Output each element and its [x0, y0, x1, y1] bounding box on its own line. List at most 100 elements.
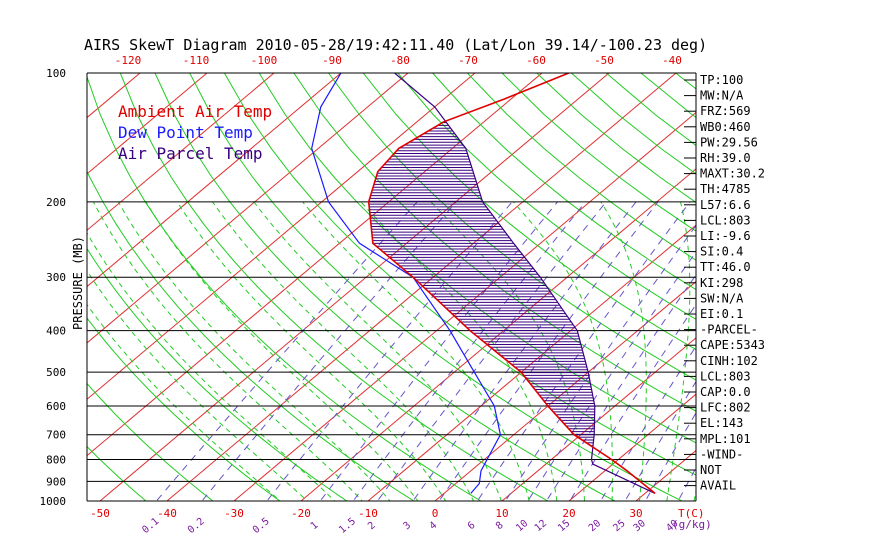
- index-value: -PARCEL-: [700, 323, 758, 337]
- moist-adiabat-line: [87, 232, 336, 501]
- bottom-temp-tick-label: -20: [291, 507, 311, 520]
- bottom-temp-tick-label: 0: [432, 507, 439, 520]
- mixing-ratio-line: [527, 251, 696, 501]
- moist-adiabat-line: [666, 201, 691, 501]
- isotherm-line: [367, 224, 696, 501]
- mixing-ratio-label: 4: [428, 520, 440, 532]
- index-value: EI:0.1: [700, 307, 743, 321]
- isotherm-line: [568, 393, 696, 501]
- mixing-ratio-line: [266, 201, 513, 501]
- dewpoint-line: [311, 73, 502, 494]
- dry-adiabat-line: [397, 73, 696, 320]
- isotherm-line: [87, 73, 476, 400]
- index-value: LFC:802: [700, 401, 751, 415]
- pressure-tick-label: 400: [46, 325, 66, 338]
- ambient-temp-line: [367, 73, 656, 495]
- isotherm-line: [87, 73, 342, 288]
- index-value: TH:4785: [700, 182, 751, 196]
- pressure-tick-label: 200: [46, 196, 66, 209]
- dry-adiabat-line: [87, 170, 415, 501]
- pressure-tick-label: 100: [46, 67, 66, 80]
- moist-adiabat-line: [360, 201, 558, 501]
- index-value: LCL:803: [700, 369, 751, 383]
- isotherm-line: [300, 168, 696, 501]
- mixing-ratio-line: [569, 303, 696, 501]
- isotherm-line: [87, 73, 409, 344]
- mixing-ratio-line: [376, 201, 607, 501]
- mixing-ratio-label: 1: [309, 520, 321, 532]
- bottom-temp-tick-label: 10: [495, 507, 508, 520]
- mixing-ratio-label: 6: [466, 520, 478, 532]
- mixing-ratio-line: [155, 201, 418, 501]
- pressure-tick-label: 900: [46, 475, 66, 488]
- legend-item: Air Parcel Temp: [118, 144, 263, 163]
- mixing-ratio-line: [545, 274, 696, 501]
- mixing-ratio-line: [476, 201, 691, 501]
- bottom-temp-tick-label: 30: [629, 507, 642, 520]
- index-value: CAP:0.0: [700, 385, 751, 399]
- index-value: RH:39.0: [700, 151, 751, 165]
- pressure-tick-label: 700: [46, 429, 66, 442]
- mixing-ratio-label: 2: [366, 520, 378, 532]
- moist-adiabat-line: [87, 303, 281, 501]
- isotherm-line: [87, 73, 208, 175]
- legend-item: Dew Point Temp: [118, 123, 253, 142]
- index-value: MAXT:30.2: [700, 167, 765, 181]
- moist-adiabat-line: [145, 201, 419, 501]
- index-value: LCL:803: [700, 213, 751, 227]
- dry-adiabat-line: [87, 445, 147, 501]
- index-value: PW:29.56: [700, 135, 758, 149]
- bottom-temp-tick-label: -30: [224, 507, 244, 520]
- isotherm-line: [99, 73, 610, 501]
- mixing-ratio-label: 8: [494, 520, 506, 532]
- pressure-tick-label: 300: [46, 271, 66, 284]
- mixing-ratio-line: [600, 345, 696, 501]
- bottom-temp-tick-label: -40: [157, 507, 177, 520]
- top-temp-tick-label: -60: [526, 54, 546, 67]
- index-value: WB0:460: [700, 120, 751, 134]
- index-value: FRZ:569: [700, 104, 751, 118]
- mixing-ratio-line: [352, 201, 586, 501]
- legend: Ambient Air Temp Dew Point Temp Air Parcel…: [118, 102, 272, 163]
- isotherm-line: [87, 73, 543, 457]
- isotherm-line: [166, 73, 677, 501]
- top-temp-tick-label: -70: [458, 54, 478, 67]
- dry-adiabat-line: [87, 382, 214, 501]
- mixing-ratio-line: [319, 201, 558, 501]
- dry-adiabat-line: [87, 75, 482, 501]
- mixing-ratio-line: [504, 224, 696, 501]
- moist-adiabat-line: [117, 201, 391, 501]
- moist-adiabat-line: [302, 201, 530, 501]
- index-value: CAPE:5343: [700, 338, 765, 352]
- index-value: LI:-9.6: [700, 229, 751, 243]
- index-value: SW:N/A: [700, 291, 744, 305]
- moist-adiabat-line: [87, 269, 309, 501]
- moist-adiabat-line: [212, 201, 475, 501]
- mixing-ratio-line: [644, 411, 696, 501]
- plot-area: [311, 73, 656, 495]
- pressure-tick-label: 1000: [40, 495, 67, 508]
- mixing-ratio-line: [677, 466, 696, 501]
- temp-unit-label: T(C): [678, 507, 705, 520]
- index-value: EL:143: [700, 416, 743, 430]
- legend-item: Ambient Air Temp: [118, 102, 272, 121]
- plot-background-lines: [87, 73, 696, 501]
- index-value: CINH:102: [700, 354, 758, 368]
- top-temp-tick-label: -40: [662, 54, 682, 67]
- dry-adiabat-line: [189, 73, 684, 501]
- dry-adiabat-line: [87, 317, 281, 501]
- pressure-tick-label: 600: [46, 400, 66, 413]
- mixing-ratio-line: [438, 201, 659, 501]
- bottom-temp-tick-label: -10: [358, 507, 378, 520]
- top-temp-tick-label: -90: [322, 54, 342, 67]
- dry-adiabat-line: [119, 73, 549, 501]
- pressure-tick-label: 800: [46, 454, 66, 467]
- index-value: -WIND-: [700, 447, 743, 461]
- index-value: TP:100: [700, 73, 743, 87]
- mixing-ratio-line: [412, 201, 637, 501]
- index-value: TT:46.0: [700, 260, 751, 274]
- mixing-ratio-line: [624, 380, 696, 501]
- bottom-temp-tick-label: -50: [90, 507, 110, 520]
